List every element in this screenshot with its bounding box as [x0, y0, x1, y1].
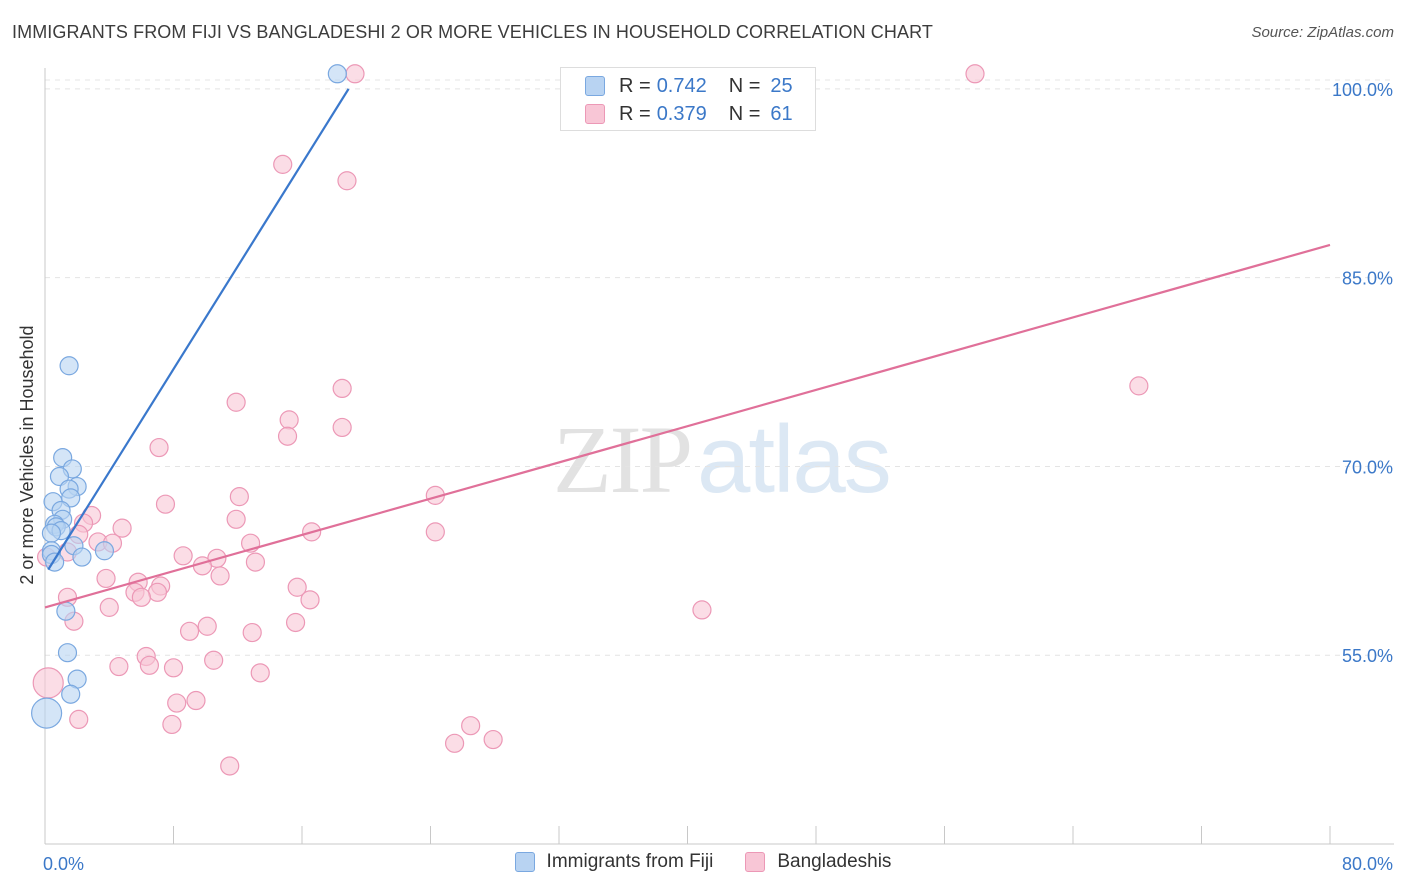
series-legend-bangladeshi[interactable]: Bangladeshis: [745, 851, 891, 873]
bangladeshi-point: [109, 656, 129, 677]
bangladeshi-point: [425, 522, 445, 542]
bangladeshi-point: [332, 417, 352, 438]
fiji-point: [57, 643, 78, 663]
legend-n-value: 25: [770, 74, 793, 97]
bangladeshi-point: [179, 621, 200, 641]
axis-layer: [44, 68, 1394, 845]
watermark-atlas: atlas: [697, 406, 892, 513]
chart-source: Source: ZipAtlas.com: [1251, 24, 1394, 41]
bangladeshi-point: [32, 667, 64, 699]
legend-r-label: R =: [619, 102, 651, 125]
bangladeshi-point: [226, 509, 246, 529]
series-label-bangladeshi: Bangladeshis: [777, 851, 892, 872]
bangladeshi-point: [186, 690, 206, 711]
bangladeshi-point: [99, 597, 119, 617]
bangladeshi-point: [332, 378, 352, 399]
legend-n-label: N =: [728, 74, 761, 97]
bangladeshi-point: [197, 616, 217, 636]
bangladeshi-point: [220, 756, 240, 776]
bangladeshi-point: [300, 590, 320, 610]
bangladeshi-point: [173, 546, 193, 566]
bangladeshi-point: [162, 714, 182, 735]
bangladeshi-point: [96, 568, 116, 589]
bangladeshi-point: [155, 494, 176, 514]
bangladeshi-point: [69, 709, 89, 730]
fiji-trend-line: [47, 88, 350, 571]
bangladeshi-point: [965, 64, 985, 84]
legend-r-value: 0.742: [656, 74, 707, 97]
fiji-point: [327, 64, 347, 84]
fiji-point: [94, 541, 115, 561]
chart-title: IMMIGRANTS FROM FIJI VS BANGLADESHI 2 OR…: [12, 22, 933, 42]
grid-layer: [45, 79, 1394, 656]
bangladeshi-point: [250, 663, 270, 683]
fiji-point: [61, 684, 81, 704]
series-legend-fiji[interactable]: Immigrants from Fiji: [514, 851, 714, 873]
watermark-zip: ZIP: [553, 406, 693, 513]
bangladeshi-point: [483, 729, 503, 750]
y-tick-label: 85.0%: [1342, 269, 1393, 289]
y-tick-label: 55.0%: [1342, 646, 1393, 666]
bangladeshi-point: [163, 658, 184, 678]
legend-row-fiji: R = 0.742 N = 25: [585, 72, 793, 100]
fiji-point: [59, 356, 79, 376]
bangladeshi-point: [131, 587, 151, 607]
legend-n-value: 61: [770, 102, 793, 125]
legend-row-bangladeshi: R = 0.379 N = 61: [585, 100, 793, 128]
series-swatch-fiji: [514, 852, 535, 872]
legend-n-label: N =: [728, 102, 761, 125]
bangladeshi-point: [242, 622, 262, 643]
bangladeshi-point: [1129, 376, 1149, 396]
bangladeshi-point: [337, 171, 357, 191]
stats-legend: R = 0.742 N = 25 R = 0.379 N = 61: [560, 67, 816, 131]
bangladeshi-point: [204, 650, 224, 670]
series-swatch-bangladeshi: [745, 852, 766, 872]
bangladeshi-point: [277, 426, 298, 446]
point-layer: [31, 64, 1149, 776]
bangladeshi-point: [273, 154, 293, 174]
bangladeshi-point: [210, 566, 230, 586]
bangladeshi-point: [139, 655, 160, 675]
bangladeshi-point: [112, 518, 132, 538]
legend-swatch-bangladeshi: [585, 104, 605, 124]
bangladeshi-point: [461, 716, 481, 736]
legend-r-value: 0.379: [656, 102, 707, 125]
bangladeshi-point: [692, 600, 712, 620]
fiji-point: [56, 601, 76, 621]
bangladeshi-point: [287, 577, 307, 597]
trend-layer: [44, 88, 1331, 609]
bangladeshi-point: [279, 410, 299, 430]
series-legend: Immigrants from Fiji Bangladeshis: [0, 851, 1406, 873]
bangladeshi-point: [226, 392, 246, 412]
x-tick-label: 0.0%: [43, 854, 84, 874]
bangladeshi-point: [229, 487, 249, 507]
fiji-point: [31, 697, 63, 729]
bangladeshi-point: [285, 612, 306, 633]
y-tick-label: 100.0%: [1332, 80, 1393, 100]
bangladeshi-point: [167, 693, 187, 713]
x-tick-label: 80.0%: [1342, 854, 1393, 874]
bangladeshi-trend-line: [44, 243, 1331, 609]
y-tick-label: 70.0%: [1342, 457, 1393, 477]
bangladeshi-point: [345, 64, 365, 84]
bangladeshi-point: [245, 552, 266, 572]
zipatlas-watermark: ZIPatlas: [553, 404, 892, 515]
fiji-point: [41, 523, 62, 543]
legend-r-label: R =: [619, 74, 651, 97]
series-label-fiji: Immigrants from Fiji: [546, 851, 714, 872]
bangladeshi-point: [149, 437, 169, 458]
y-axis-title: 2 or more Vehicles in Household: [17, 325, 37, 584]
legend-swatch-fiji: [585, 76, 605, 96]
fiji-point: [72, 547, 92, 567]
label-layer: 55.0% 70.0% 85.0% 100.0% 0.0% 80.0% 2 or more …: [17, 80, 1393, 874]
bangladeshi-point: [444, 733, 465, 753]
bangladeshi-point: [147, 582, 168, 602]
